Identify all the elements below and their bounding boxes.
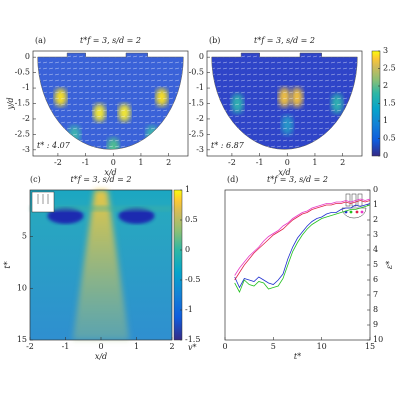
colorbar-tick-label: -0.5 xyxy=(185,275,200,284)
x-tick-label: -2 xyxy=(26,342,34,351)
chart-title: t*f = 3, s/d = 2 xyxy=(267,175,328,184)
y-tick-label: 2 xyxy=(373,215,378,224)
y-tick-label: 15 xyxy=(17,335,27,344)
x-tick-label: -1 xyxy=(62,342,70,351)
x-tick-label: 1 xyxy=(312,158,317,167)
x-tick-label: 2 xyxy=(169,342,174,351)
series-line xyxy=(234,200,371,281)
x-tick-label: 2 xyxy=(166,158,171,167)
x-tick-label: -2 xyxy=(228,158,236,167)
colorbar-tick-label: 1.5 xyxy=(383,99,396,108)
field-outline xyxy=(211,52,358,150)
series-line xyxy=(234,203,371,289)
x-tick-label: 2 xyxy=(340,158,345,167)
y-tick-label: -1.5 xyxy=(15,99,30,108)
panel-label: (a) xyxy=(35,36,46,45)
y-tick-label: -1 xyxy=(22,83,30,92)
x-tick-label: 0 xyxy=(98,342,103,351)
y-tick-label: -0.5 xyxy=(189,68,204,77)
x-axis-label: x/d xyxy=(104,168,116,177)
y-axis-label: y/d xyxy=(6,97,15,110)
x-tick-label: 0 xyxy=(222,342,227,351)
colorbar-tick-label: 3 xyxy=(383,46,388,55)
x-tick-label: -2 xyxy=(54,158,62,167)
y-tick-label: -3 xyxy=(22,145,30,154)
y-tick-label: 5 xyxy=(22,232,27,241)
colorbar-tick-label: 2.5 xyxy=(383,64,396,73)
x-axis-label: t* xyxy=(294,352,301,361)
x-axis-label: x/d xyxy=(95,352,107,361)
chart-title: t*f = 3, s/d = 2 xyxy=(80,36,141,45)
x-tick-label: 1 xyxy=(138,158,143,167)
y-tick-label: 8 xyxy=(373,305,378,314)
y-tick-label: 0 xyxy=(199,52,204,61)
icon-line xyxy=(345,193,351,207)
y-tick-label: 4 xyxy=(373,245,378,254)
y-tick-label: -2.5 xyxy=(189,129,204,138)
x-tick-label: 15 xyxy=(365,342,375,351)
x-tick-label: -1 xyxy=(256,158,264,167)
vector-field xyxy=(37,53,184,150)
colorbar-tick-label: 0 xyxy=(383,151,388,160)
y-tick-label: -3 xyxy=(196,145,204,154)
y-tick-label: 10 xyxy=(373,335,383,344)
colorbar-tick-label: 2 xyxy=(383,81,388,90)
icon-dot xyxy=(360,210,364,214)
y-tick-label: 3 xyxy=(373,230,378,239)
series-line xyxy=(234,204,371,293)
field-blob xyxy=(118,207,155,224)
panel-label: (c) xyxy=(30,175,41,184)
series-line xyxy=(234,198,371,276)
colorbar-tick-label: -1.5 xyxy=(185,335,200,344)
y-tick-label: -1 xyxy=(196,83,204,92)
icon-dot xyxy=(355,210,359,214)
icon-dot xyxy=(349,210,353,214)
y-tick-label: 0 xyxy=(373,185,378,194)
y-tick-label: 0 xyxy=(25,52,30,61)
x-tick-label: 5 xyxy=(271,342,276,351)
colorbar-label: v* xyxy=(188,343,197,352)
y-tick-label: 1 xyxy=(373,200,378,209)
x-tick-label: 0 xyxy=(285,158,290,167)
field-band xyxy=(30,205,172,212)
chart-title: t*f = 3, s/d = 2 xyxy=(254,36,315,45)
x-axis-label: x/d xyxy=(278,168,290,177)
colorbar xyxy=(173,189,183,341)
y-axis-label: t* xyxy=(3,261,12,268)
colorbar-tick-label: 0.5 xyxy=(185,215,198,224)
field-wedge xyxy=(72,190,130,340)
y-tick-label: 7 xyxy=(373,290,378,299)
y-tick-label: 9 xyxy=(373,320,378,329)
y-tick-label: 10 xyxy=(17,283,27,292)
field xyxy=(211,53,358,150)
colorbar-tick-label: 1 xyxy=(185,185,190,194)
y-tick-label: -2.5 xyxy=(15,129,30,138)
y-tick-label: -1.5 xyxy=(189,99,204,108)
y-tick-label: 6 xyxy=(373,275,378,284)
colorbar-tick-label: 0.5 xyxy=(383,134,396,143)
y-tick-label: -2 xyxy=(22,114,30,123)
x-tick-label: -1 xyxy=(82,158,90,167)
y-tick-label: -2 xyxy=(196,114,204,123)
colorbar-tick-label: 1 xyxy=(383,116,388,125)
y-tick-label: -0.5 xyxy=(15,68,30,77)
colorbar-tick-label: 0 xyxy=(185,245,190,254)
field-blob xyxy=(47,207,84,224)
field-outline xyxy=(37,52,184,150)
annotation: t* : 6.87 xyxy=(211,141,245,150)
vector-field xyxy=(211,53,358,150)
panel-label: (d) xyxy=(227,175,238,184)
x-tick-label: 1 xyxy=(134,342,139,351)
annotation: t* : 4.07 xyxy=(37,141,71,150)
chart-title: t*f = 3, s/d = 2 xyxy=(71,175,132,184)
x-tick-label: 10 xyxy=(317,342,327,351)
x-tick-label: 0 xyxy=(111,158,116,167)
y-tick-label: 5 xyxy=(373,260,378,269)
y-axis-label: ε* xyxy=(385,261,394,269)
panel-label: (b) xyxy=(209,36,220,45)
colorbar-tick-label: -1 xyxy=(185,305,193,314)
